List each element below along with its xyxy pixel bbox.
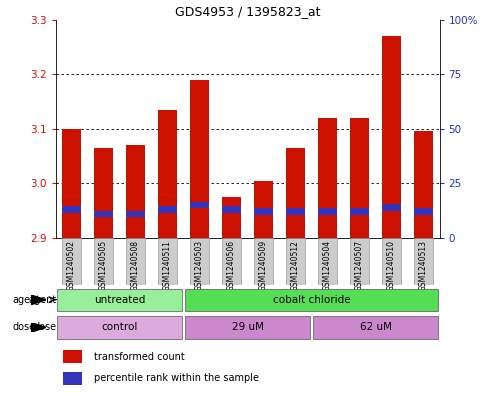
FancyBboxPatch shape (190, 238, 209, 285)
Text: GSM1240513: GSM1240513 (419, 240, 428, 291)
Bar (414, 208, 433, 215)
FancyBboxPatch shape (350, 238, 369, 285)
Title: GDS4953 / 1395823_at: GDS4953 / 1395823_at (175, 6, 320, 18)
FancyBboxPatch shape (318, 238, 337, 285)
FancyBboxPatch shape (57, 316, 182, 339)
Text: GSM1240503: GSM1240503 (195, 240, 204, 291)
FancyBboxPatch shape (254, 238, 273, 285)
Bar (254, 208, 273, 215)
Text: percentile rank within the sample: percentile rank within the sample (94, 373, 259, 383)
Bar (63, 372, 83, 384)
Text: GSM1240512: GSM1240512 (291, 240, 300, 291)
Text: GSM1240505: GSM1240505 (99, 240, 108, 291)
FancyBboxPatch shape (313, 316, 438, 339)
Bar (94, 211, 113, 217)
Bar (222, 206, 241, 213)
Text: transformed count: transformed count (94, 351, 185, 362)
Bar (350, 208, 369, 215)
Text: GSM1240510: GSM1240510 (387, 240, 396, 291)
Bar (318, 118, 337, 238)
Text: GSM1240508: GSM1240508 (131, 240, 140, 291)
Bar (286, 148, 305, 238)
FancyBboxPatch shape (222, 238, 241, 285)
Text: GSM1240511: GSM1240511 (163, 240, 172, 291)
FancyBboxPatch shape (62, 238, 81, 285)
Bar (190, 80, 209, 238)
Bar (158, 110, 177, 238)
FancyBboxPatch shape (414, 238, 433, 285)
Text: 29 uM: 29 uM (231, 322, 264, 332)
Polygon shape (31, 323, 46, 332)
Polygon shape (31, 295, 46, 305)
Bar (350, 118, 369, 238)
Text: agent: agent (28, 295, 56, 305)
FancyBboxPatch shape (126, 238, 145, 285)
Text: GSM1240507: GSM1240507 (355, 240, 364, 291)
FancyBboxPatch shape (382, 238, 401, 285)
FancyBboxPatch shape (185, 289, 438, 311)
Bar (414, 131, 433, 238)
Bar (126, 211, 145, 217)
Bar (126, 145, 145, 238)
Text: control: control (101, 322, 138, 332)
FancyBboxPatch shape (57, 289, 182, 311)
Text: dose: dose (12, 322, 35, 332)
Bar (318, 208, 337, 215)
Bar (94, 148, 113, 238)
Bar (158, 206, 177, 213)
Bar (286, 208, 305, 215)
Text: dose: dose (33, 322, 56, 332)
FancyBboxPatch shape (94, 238, 113, 285)
Bar (63, 350, 83, 363)
Text: 62 uM: 62 uM (359, 322, 392, 332)
Bar (382, 204, 401, 211)
FancyBboxPatch shape (286, 238, 305, 285)
Bar (190, 202, 209, 208)
FancyBboxPatch shape (158, 238, 177, 285)
Text: GSM1240506: GSM1240506 (227, 240, 236, 291)
Text: GSM1240504: GSM1240504 (323, 240, 332, 291)
Bar (254, 180, 273, 238)
Bar (62, 206, 81, 213)
Text: untreated: untreated (94, 295, 145, 305)
FancyBboxPatch shape (185, 316, 310, 339)
Text: GSM1240502: GSM1240502 (67, 240, 76, 291)
Text: agent: agent (12, 295, 40, 305)
Bar (382, 36, 401, 238)
Bar (222, 197, 241, 238)
Text: GSM1240509: GSM1240509 (259, 240, 268, 291)
Text: cobalt chloride: cobalt chloride (273, 295, 350, 305)
Bar (62, 129, 81, 238)
